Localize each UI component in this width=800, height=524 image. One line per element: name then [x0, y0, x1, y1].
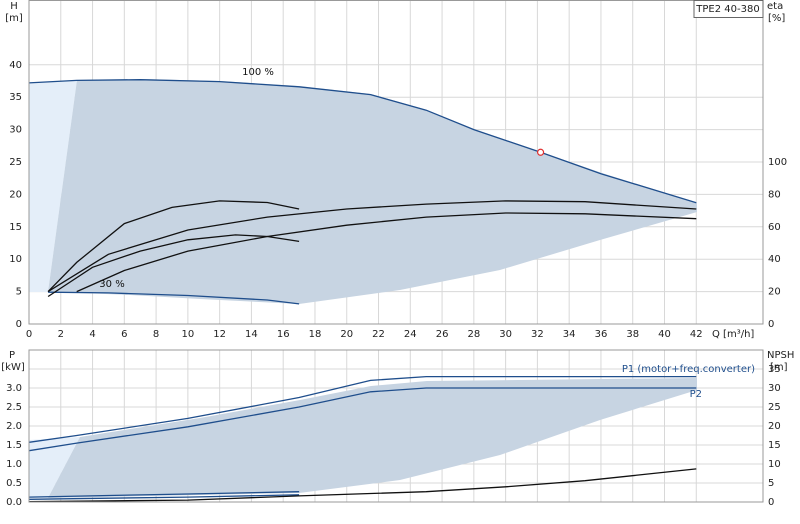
- y2-axis-unit: [m]: [770, 362, 788, 373]
- y2-axis-label: NPSH: [767, 350, 794, 361]
- y2-tick-label: 25: [768, 402, 781, 413]
- plot-frame: [28, 349, 764, 503]
- y-tick-label: 25: [9, 157, 22, 168]
- x-tick-label: 18: [309, 329, 322, 340]
- y-tick-label: 10: [9, 254, 22, 265]
- curve: [48, 291, 300, 305]
- x-tick-label: 16: [277, 329, 290, 340]
- y2-tick-label: 15: [768, 440, 781, 451]
- y2-tick-label: 10: [768, 459, 781, 470]
- operating-range-light: [29, 437, 80, 498]
- x-tick-label: 42: [690, 329, 703, 340]
- y-tick-label: 2.5: [6, 402, 22, 413]
- x-tick-label: 2: [58, 329, 64, 340]
- curve-label: P1 (motor+freq.converter): [622, 364, 755, 375]
- curve: [47, 200, 697, 293]
- y-tick-label: 35: [9, 92, 22, 103]
- x-tick-label: 20: [340, 329, 353, 340]
- y-tick-label: 3.0: [6, 383, 22, 394]
- x-tick-label: 14: [245, 329, 258, 340]
- plot-frame: [28, 0, 764, 325]
- curve: [28, 387, 697, 452]
- y-tick-label: 1.5: [6, 440, 22, 451]
- curve: [76, 212, 697, 293]
- y-tick-label: 2.0: [6, 421, 22, 432]
- y-tick-label: 0: [16, 319, 22, 330]
- operating-range: [48, 79, 697, 304]
- curve: [28, 494, 300, 500]
- curve: [47, 200, 300, 293]
- y-axis-unit: [m]: [5, 13, 23, 24]
- x-tick-label: 24: [404, 329, 417, 340]
- curve: [28, 468, 697, 503]
- x-tick-label: 26: [436, 329, 449, 340]
- y-tick-label: 5: [16, 287, 22, 298]
- y2-tick-label: 35: [768, 364, 781, 375]
- y2-tick-label: 60: [768, 222, 781, 233]
- curve: [28, 79, 697, 204]
- y2-tick-label: 40: [768, 254, 781, 265]
- y-axis-unit: [kW]: [1, 362, 25, 373]
- operating-range-light: [29, 80, 77, 292]
- curve-label: 30 %: [99, 279, 124, 290]
- x-tick-label: 22: [372, 329, 385, 340]
- x-tick-label: 30: [499, 329, 512, 340]
- curve-label: P2: [690, 389, 702, 400]
- x-tick-label: 10: [182, 329, 195, 340]
- x-tick-label: 38: [626, 329, 639, 340]
- y-tick-label: 1.0: [6, 459, 22, 470]
- y2-axis-unit: [%]: [768, 13, 785, 24]
- y-tick-label: 15: [9, 222, 22, 233]
- y2-tick-label: 0: [768, 319, 774, 330]
- y2-tick-label: 20: [768, 421, 781, 432]
- x-tick-label: 40: [658, 329, 671, 340]
- y2-tick-label: 20: [768, 287, 781, 298]
- x-tick-label: 0: [26, 329, 32, 340]
- x-tick-label: 12: [213, 329, 226, 340]
- curve: [28, 491, 300, 498]
- x-tick-label: 4: [89, 329, 95, 340]
- y-tick-label: 30: [9, 125, 22, 136]
- y2-tick-label: 30: [768, 383, 781, 394]
- x-tick-label: 32: [531, 329, 544, 340]
- y2-tick-label: 100: [768, 157, 787, 168]
- y2-tick-label: 80: [768, 189, 781, 200]
- y2-tick-label: 0: [768, 497, 774, 508]
- x-tick-label: 6: [121, 329, 127, 340]
- y-tick-label: 0.0: [6, 497, 22, 508]
- x-tick-label: 8: [153, 329, 159, 340]
- operating-point: [536, 148, 545, 156]
- y-tick-label: 20: [9, 189, 22, 200]
- model-label: TPE2 40-380: [695, 4, 759, 15]
- y-axis-label: P: [9, 350, 15, 361]
- y2-axis-label: eta: [767, 1, 783, 12]
- y2-tick-label: 5: [768, 478, 774, 489]
- model-box: [693, 0, 764, 18]
- x-tick-label: 28: [467, 329, 480, 340]
- y-tick-label: 0.5: [6, 478, 22, 489]
- y-axis-label: H: [10, 1, 18, 12]
- operating-range: [48, 378, 697, 498]
- curve-label: 100 %: [242, 67, 274, 78]
- x-axis-label: Q [m³/h]: [712, 329, 754, 340]
- x-tick-label: 36: [595, 329, 608, 340]
- x-tick-label: 34: [563, 329, 576, 340]
- curve: [28, 375, 697, 443]
- y-tick-label: 40: [9, 60, 22, 71]
